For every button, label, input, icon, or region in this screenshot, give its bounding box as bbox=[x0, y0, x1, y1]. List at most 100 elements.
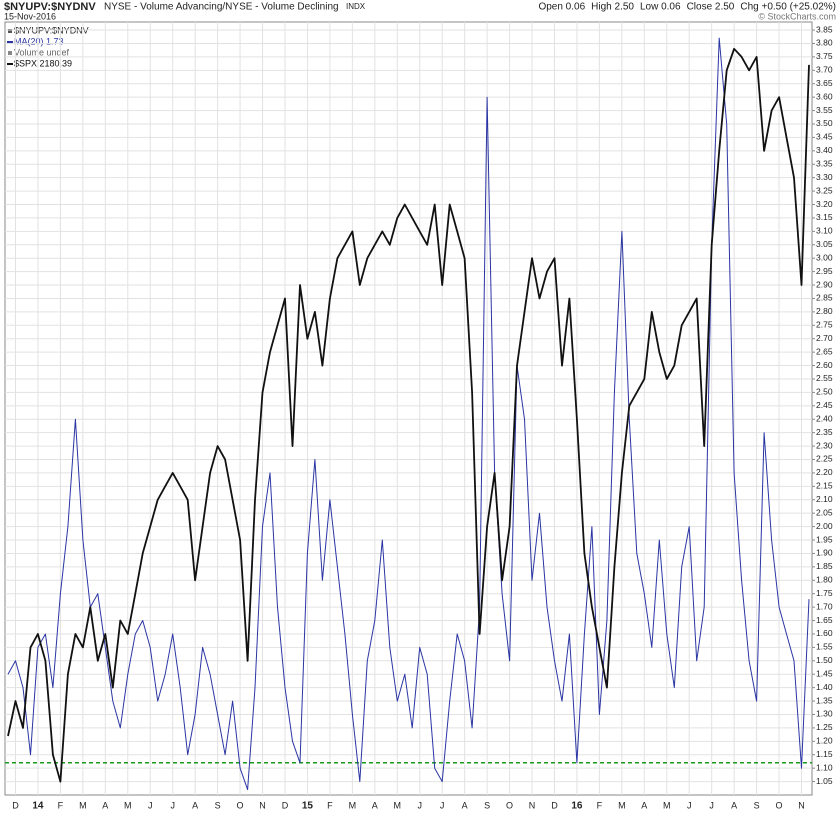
x-tick-label: O bbox=[237, 800, 244, 810]
x-tick-label: O bbox=[506, 800, 513, 810]
x-tick-label: D bbox=[282, 800, 289, 810]
y-tick-label: 3.35 bbox=[816, 159, 833, 169]
y-tick-label: 1.25 bbox=[816, 722, 833, 732]
x-tick-label: 15 bbox=[302, 801, 314, 812]
x-tick-label: F bbox=[58, 800, 64, 810]
y-tick-label: 3.10 bbox=[816, 226, 833, 236]
y-tick-label: 2.40 bbox=[816, 413, 833, 423]
y-tick-label: 1.30 bbox=[816, 709, 833, 719]
y-tick-label: 1.95 bbox=[816, 534, 833, 544]
y-tick-label: 3.80 bbox=[816, 38, 833, 48]
y-tick-label: 1.70 bbox=[816, 601, 833, 611]
credit: © StockCharts.com bbox=[758, 11, 836, 21]
x-tick-label: M bbox=[79, 800, 87, 810]
y-tick-label: 1.55 bbox=[816, 642, 833, 652]
y-tick-label: 3.00 bbox=[816, 252, 833, 262]
y-tick-label: 2.85 bbox=[816, 293, 833, 303]
chart-subtitle: NYSE - Volume Advancing/NYSE - Volume De… bbox=[104, 2, 339, 13]
quote-item: Low 0.06 bbox=[640, 2, 681, 13]
x-tick-label: J bbox=[709, 800, 714, 810]
y-tick-label: 2.20 bbox=[816, 467, 833, 477]
exchange: INDX bbox=[346, 2, 366, 11]
y-tick-label: 1.85 bbox=[816, 561, 833, 571]
y-tick-label: 2.05 bbox=[816, 507, 833, 517]
y-tick-label: 2.80 bbox=[816, 306, 833, 316]
x-tick-label: O bbox=[776, 800, 783, 810]
quote-item: High 2.50 bbox=[591, 2, 634, 13]
x-tick-label: A bbox=[102, 800, 108, 810]
x-tick-label: A bbox=[462, 800, 468, 810]
y-tick-label: 3.70 bbox=[816, 65, 833, 75]
quote-item: Open 0.06 bbox=[538, 2, 585, 13]
y-tick-label: 1.35 bbox=[816, 695, 833, 705]
x-tick-label: N bbox=[529, 800, 536, 810]
x-tick-label: S bbox=[215, 800, 221, 810]
y-tick-label: 2.75 bbox=[816, 320, 833, 330]
y-tick-label: 2.60 bbox=[816, 360, 833, 370]
y-tick-label: 3.50 bbox=[816, 118, 833, 128]
y-tick-label: 1.65 bbox=[816, 615, 833, 625]
y-tick-label: 2.25 bbox=[816, 454, 833, 464]
x-tick-label: 14 bbox=[32, 801, 44, 812]
y-tick-label: 1.45 bbox=[816, 668, 833, 678]
y-tick-label: 2.00 bbox=[816, 521, 833, 531]
y-tick-label: 2.15 bbox=[816, 481, 833, 491]
legend-icon bbox=[8, 51, 12, 55]
y-tick-label: 1.20 bbox=[816, 736, 833, 746]
y-tick-label: 3.75 bbox=[816, 51, 833, 61]
x-tick-label: S bbox=[484, 800, 490, 810]
y-tick-label: 3.15 bbox=[816, 212, 833, 222]
y-tick-label: 3.05 bbox=[816, 239, 833, 249]
series-line bbox=[7, 47, 810, 783]
x-tick-label: A bbox=[731, 800, 737, 810]
x-tick-label: M bbox=[618, 800, 626, 810]
x-tick-label: J bbox=[148, 800, 153, 810]
y-tick-label: 1.05 bbox=[816, 776, 833, 786]
quote-item: Chg +0.50 (+25.02%) bbox=[740, 2, 836, 13]
y-tick-label: 2.65 bbox=[816, 346, 833, 356]
y-tick-label: 2.50 bbox=[816, 387, 833, 397]
y-tick-label: 3.60 bbox=[816, 91, 833, 101]
series-line bbox=[7, 37, 810, 791]
x-tick-label: D bbox=[551, 800, 558, 810]
y-tick-label: 1.90 bbox=[816, 548, 833, 558]
x-tick-label: A bbox=[192, 800, 198, 810]
x-tick-label: F bbox=[597, 800, 603, 810]
x-tick-label: 16 bbox=[571, 801, 583, 812]
x-tick-label: J bbox=[417, 800, 422, 810]
y-tick-label: 2.70 bbox=[816, 333, 833, 343]
y-tick-label: 1.80 bbox=[816, 575, 833, 585]
legend-note: Volume undef bbox=[14, 47, 70, 57]
quote-item: Close 2.50 bbox=[687, 2, 735, 13]
x-tick-label: J bbox=[170, 800, 175, 810]
y-tick-label: 2.95 bbox=[816, 266, 833, 276]
y-tick-label: 3.55 bbox=[816, 105, 833, 115]
x-tick-label: F bbox=[327, 800, 333, 810]
date: 15-Nov-2016 bbox=[4, 11, 56, 21]
legend-label: MA(20) 1.73 bbox=[14, 36, 64, 46]
y-tick-label: 1.75 bbox=[816, 588, 833, 598]
quote: Chg +0.50 (+25.02%) Close 2.50 Low 0.06 Hig… bbox=[538, 2, 836, 13]
y-tick-label: 1.15 bbox=[816, 749, 833, 759]
y-tick-label: 3.65 bbox=[816, 78, 833, 88]
y-tick-label: 3.20 bbox=[816, 199, 833, 209]
x-tick-label: D bbox=[12, 800, 19, 810]
y-tick-label: 3.85 bbox=[816, 24, 833, 34]
x-tick-label: S bbox=[754, 800, 760, 810]
y-tick-label: 2.10 bbox=[816, 494, 833, 504]
plot-frame bbox=[4, 21, 813, 796]
y-tick-label: 1.10 bbox=[816, 762, 833, 772]
y-tick-label: 2.90 bbox=[816, 279, 833, 289]
x-tick-label: M bbox=[663, 800, 671, 810]
x-tick-label: M bbox=[124, 800, 132, 810]
y-tick-label: 3.25 bbox=[816, 185, 833, 195]
y-tick-label: 1.40 bbox=[816, 682, 833, 692]
x-tick-label: N bbox=[259, 800, 266, 810]
legend-icon bbox=[8, 29, 12, 33]
x-tick-label: J bbox=[687, 800, 692, 810]
y-tick-label: 1.60 bbox=[816, 628, 833, 638]
y-tick-label: 2.55 bbox=[816, 373, 833, 383]
y-tick-label: 2.45 bbox=[816, 400, 833, 410]
x-tick-label: J bbox=[440, 800, 445, 810]
